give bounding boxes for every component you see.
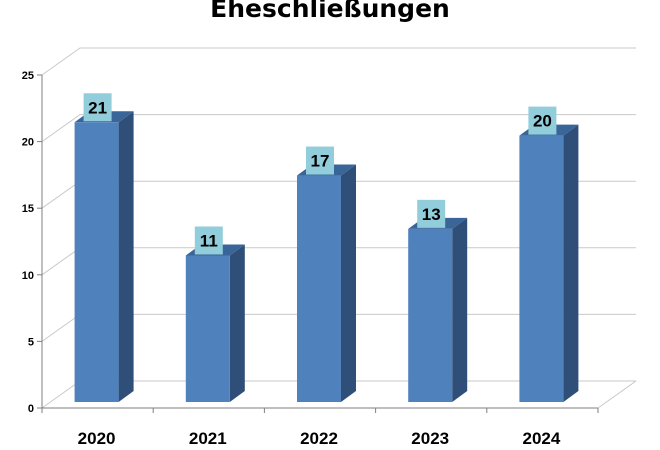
bar [185, 255, 230, 402]
y-tick-label: 20 [22, 137, 34, 149]
bar-side [229, 244, 245, 402]
x-tick-label: 2023 [411, 429, 449, 448]
bar [297, 175, 341, 402]
x-tick-label: 2020 [78, 429, 116, 448]
data-label-box [194, 226, 223, 255]
floor-edge [597, 380, 637, 409]
data-label: 20 [533, 112, 552, 131]
chart-title: Eheschließungen [210, 0, 450, 23]
data-labels: 21 11 17 13 20 [83, 93, 557, 255]
bar-side [341, 164, 356, 402]
y-tick-label: 0 [28, 403, 34, 415]
bar [519, 135, 564, 402]
data-label: 21 [88, 98, 107, 117]
y-tick-label: 5 [28, 336, 34, 348]
x-tick-label: 2022 [300, 429, 338, 448]
gridline [41, 47, 636, 76]
data-label-box [306, 146, 334, 175]
data-label: 13 [422, 205, 441, 224]
gridline [41, 114, 636, 143]
y-tick-label: 15 [22, 203, 34, 215]
bar [408, 228, 453, 402]
data-label: 17 [311, 152, 330, 171]
bar-side [118, 111, 134, 402]
bar [74, 122, 119, 402]
y-tick-label: 10 [22, 270, 34, 282]
bar-side [452, 217, 468, 402]
data-label: 11 [200, 231, 218, 250]
data-label-box [83, 93, 112, 122]
y-tick-label: 25 [22, 70, 34, 82]
data-label-box [417, 199, 446, 228]
bar-side [563, 124, 579, 402]
x-tick-label: 2024 [522, 429, 560, 448]
x-tick-label: 2021 [189, 429, 227, 448]
data-label-box [528, 106, 557, 135]
